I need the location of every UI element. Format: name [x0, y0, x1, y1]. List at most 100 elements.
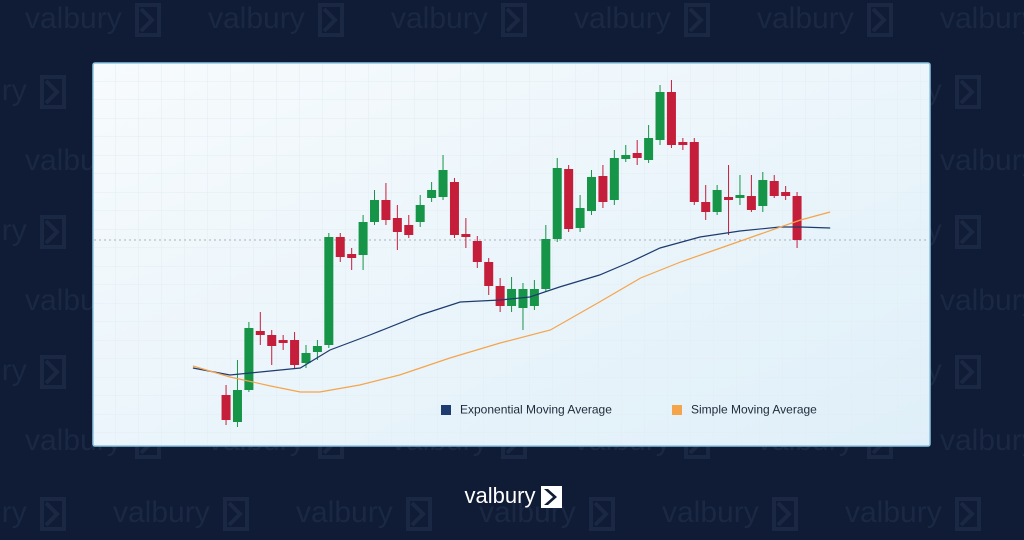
candle-body [415, 205, 425, 222]
watermark-arrow [40, 497, 66, 531]
candle-body [507, 289, 517, 306]
moving-average-line [192, 226, 831, 376]
candle-body [586, 177, 596, 211]
candle-body [598, 176, 608, 202]
candle-body [575, 208, 585, 228]
legend-swatch [672, 405, 682, 415]
legend-swatch [441, 405, 451, 415]
watermark-arrow [955, 215, 981, 249]
candle-body [347, 254, 357, 258]
watermark-text: valbury [845, 496, 942, 529]
candle-body [552, 168, 562, 239]
watermark-text: valbury [574, 2, 671, 35]
watermark-arrow [223, 497, 249, 531]
candle-body [792, 196, 802, 240]
watermark-arrow [772, 497, 798, 531]
logo: valbury [465, 483, 562, 508]
candle-body [735, 195, 745, 198]
watermark-arrow [40, 215, 66, 249]
candle-body [461, 234, 471, 237]
candle-body [609, 158, 619, 200]
candle-body [392, 218, 402, 232]
grid-background [94, 64, 929, 445]
candle-body [324, 237, 334, 345]
watermark-arrow [501, 3, 527, 37]
watermark-text: valbury [208, 2, 305, 35]
legend-label: Simple Moving Average [691, 403, 817, 417]
watermark-arrow [406, 497, 432, 531]
candle-body [472, 241, 482, 262]
candle-body [312, 346, 322, 352]
watermark-arrow [955, 497, 981, 531]
candle-body [769, 181, 779, 196]
watermark-arrow [867, 3, 893, 37]
candle-body [290, 340, 300, 365]
watermark-arrow [955, 75, 981, 109]
candle-body [358, 222, 368, 255]
watermark-text: valbury [25, 2, 122, 35]
logo-arrow [544, 489, 557, 505]
watermark-text: valbury [940, 284, 1024, 317]
candle-body [244, 328, 254, 390]
logo-text: valbury [465, 483, 536, 508]
candle-body [666, 92, 676, 145]
candle-body [404, 225, 414, 235]
candle-body [438, 170, 448, 197]
candle-body [758, 180, 768, 206]
candle-body [678, 142, 688, 145]
candle-body [301, 353, 311, 363]
candle-body [221, 395, 231, 420]
candle-body [724, 197, 734, 200]
candle-body [427, 190, 437, 198]
watermark-text: valbury [0, 354, 27, 387]
watermark-text: valbury [940, 2, 1024, 35]
watermark-text: valbury [0, 214, 27, 247]
watermark-arrow [589, 497, 615, 531]
watermark-text: valbury [391, 2, 488, 35]
candle-body [564, 169, 574, 229]
candle-body [655, 92, 665, 140]
candle-body [449, 182, 459, 235]
watermark-text: valbury [296, 496, 393, 529]
watermark-arrow [40, 75, 66, 109]
candle-body [701, 202, 711, 212]
watermark-arrow [135, 3, 161, 37]
watermark-text: valbury [940, 144, 1024, 177]
watermark-arrow [40, 355, 66, 389]
watermark-text: valbury [0, 74, 27, 107]
watermark-arrow [318, 3, 344, 37]
candle-body [495, 286, 505, 306]
watermark-arrow [684, 3, 710, 37]
candle-body [518, 289, 528, 308]
candle-body [541, 239, 551, 289]
plot [94, 80, 929, 427]
candle-body [632, 153, 642, 158]
candle-body [644, 138, 654, 160]
candle-body [267, 335, 277, 346]
candle-body [746, 196, 756, 210]
candle-body [232, 390, 242, 422]
candle-body [621, 155, 631, 159]
watermark-arrow [955, 355, 981, 389]
watermark-text: valbury [757, 2, 854, 35]
candle-body [278, 340, 288, 343]
candle-body [381, 200, 391, 220]
candle-body [689, 142, 699, 202]
candle-body [781, 192, 791, 196]
legend: Exponential Moving Average Simple Moving … [441, 403, 817, 417]
candle-body [335, 237, 345, 257]
candle-body [255, 331, 265, 335]
candle-body [484, 262, 494, 286]
candle-body [370, 200, 380, 222]
watermark-text: valbury [113, 496, 210, 529]
candle-body [712, 190, 722, 212]
moving-average-line [192, 211, 831, 393]
watermark-text: valbury [662, 496, 759, 529]
logo-box [541, 486, 562, 508]
candle-body [529, 289, 539, 306]
legend-label: Exponential Moving Average [460, 403, 612, 417]
watermark-text: valbury [0, 496, 27, 529]
watermark-text: valbury [940, 424, 1024, 457]
